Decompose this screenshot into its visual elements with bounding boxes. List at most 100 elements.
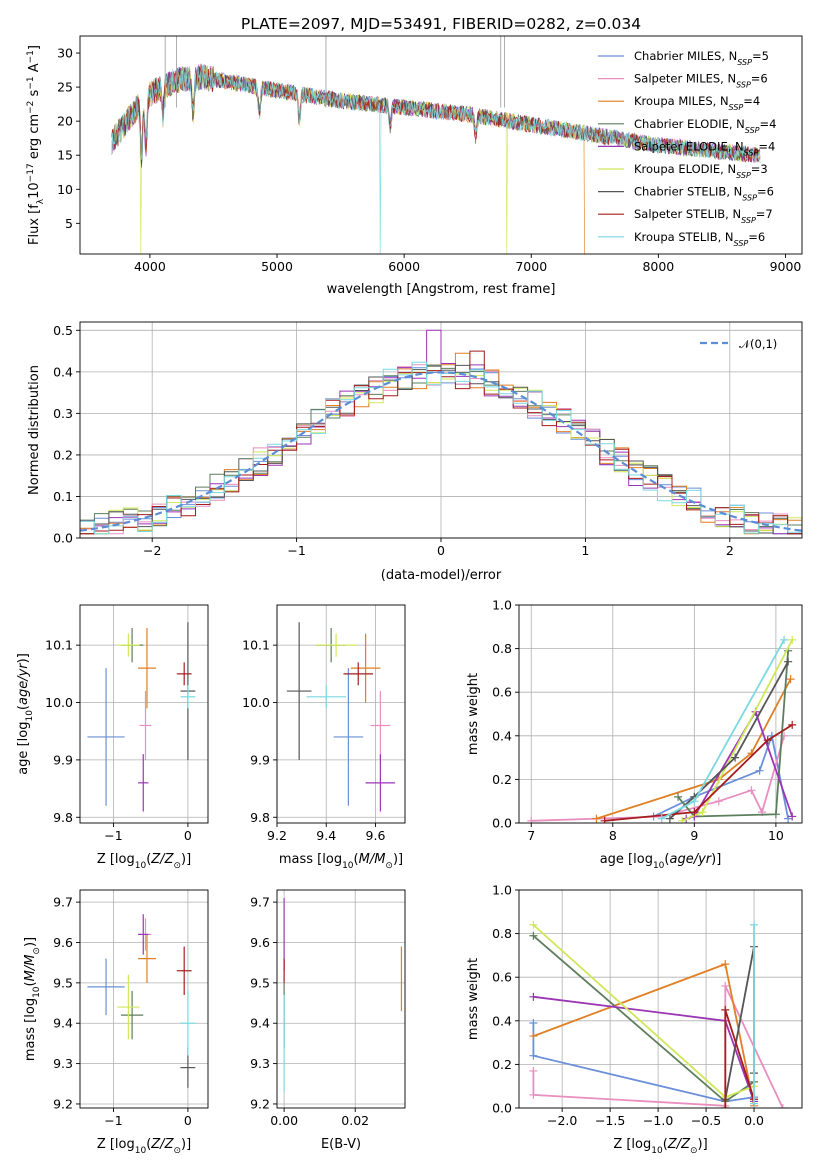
axes-frame (79, 889, 209, 1109)
x-tick-label: 9.2 (267, 828, 287, 843)
figure-title: PLATE=2097, MJD=53491, FIBERID=0282, z=0… (241, 15, 641, 33)
weight-point-marker (657, 814, 666, 823)
y-axis-label: Normed distribution (27, 365, 42, 495)
weight-point-marker (529, 992, 538, 1001)
weight-series-line (596, 678, 792, 820)
weight-point-marker (721, 960, 730, 969)
x-axis-label: Z [log10(Z/Z⊙)] (97, 1137, 191, 1156)
histogram-series (80, 361, 802, 535)
y-tick-label: 0.4 (53, 364, 73, 379)
weight-series-line (533, 962, 755, 1106)
axes-frame (79, 35, 803, 255)
weight-point-marker (784, 814, 793, 823)
y-axis-label: mass weight (466, 673, 481, 755)
y-tick-label: 9.7 (250, 895, 270, 910)
weight-point-marker (786, 675, 795, 684)
x-axis-label: age [log10(age/yr)] (600, 852, 722, 871)
weight-point-marker (714, 797, 723, 806)
mass_vs_Z-marks (87, 914, 196, 1088)
spectrum-series (111, 64, 761, 254)
errorbar-point (316, 633, 356, 657)
weight-point-marker (788, 812, 797, 821)
x-tick-label: 6000 (388, 259, 420, 274)
errorbar-point (365, 754, 396, 812)
weight_vs_Z-panel: −2.0 −1.5 −1.0 −0.5 0.0 0.0 0.2 0.4 0.6 0.8 1.0 Z [… (466, 883, 803, 1156)
weight-point-marker (780, 635, 789, 644)
errorbar-point (120, 990, 144, 1040)
axes-frame (518, 889, 803, 1109)
y-tick-label: 5 (65, 216, 73, 231)
weight-point-marker (778, 1104, 787, 1108)
x-tick-label: 7000 (515, 259, 547, 274)
weight-point-marker (750, 920, 759, 929)
weight-point-marker (690, 797, 699, 806)
weight-point-marker (674, 792, 683, 801)
axes-frame (276, 604, 406, 824)
legend-label: Salpeter STELIB, NSSP=7 (634, 207, 773, 225)
y-tick-label: 9.4 (250, 1016, 270, 1031)
x-tick-label: 7 (527, 828, 535, 843)
x-axis-label: (data-model)/error (381, 568, 502, 583)
weight_vs_Z-marks (529, 920, 787, 1108)
x-axis-label: Z [log10(Z/Z⊙)] (97, 852, 191, 871)
weight-point-marker (592, 814, 601, 823)
y-tick-label: 0.4 (492, 1013, 512, 1028)
y-axis-label: age [log10(age/yr)] (16, 653, 35, 775)
y-axis-label: Flux [fλ10−17 erg cm−2 s−1 A−1] (26, 45, 46, 245)
weight-point-marker (788, 635, 797, 644)
y-tick-label: 1.0 (492, 598, 512, 613)
mass_vs_ebv-marks (283, 898, 403, 1092)
y-tick-label: 10.0 (242, 695, 270, 710)
legend-label: Salpeter ELODIE, NSSP=4 (634, 139, 775, 157)
weight-series-line (533, 995, 755, 1102)
legend-label: Kroupa STELIB, NSSP=6 (634, 230, 765, 248)
x-tick-label: −1 (287, 543, 305, 558)
errorbar-point (306, 685, 346, 709)
weight-point-marker (529, 1018, 538, 1027)
weight_vs_age-marks (527, 635, 797, 823)
weight-point-marker (529, 1032, 538, 1041)
x-tick-label: 0.00 (270, 1113, 298, 1128)
y-tick-label: 0.6 (492, 970, 512, 985)
weight_vs_age-panel: 7 8 9 10 0.0 0.2 0.4 0.6 0.8 1.0 age [log10(age/yr… (466, 598, 803, 871)
weight-point-marker (678, 816, 687, 823)
errorbar-point (180, 685, 196, 709)
legend: Chabrier MILES, NSSP=5 Salpeter MILES, NS… (598, 49, 776, 247)
axes-frame (79, 604, 209, 824)
weight-point-marker (690, 808, 699, 817)
errorbar-point (117, 633, 140, 657)
y-tick-label: 0.0 (492, 816, 512, 831)
legend-label: Kroupa MILES, NSSP=4 (634, 94, 760, 112)
errorbar-point (333, 668, 364, 806)
errorbar-point (138, 914, 149, 955)
x-tick-label: −2.0 (547, 1113, 577, 1128)
spectrum-lines (111, 36, 761, 254)
axes-frame (518, 604, 803, 824)
x-tick-label: 0 (184, 828, 192, 843)
weight-series-line (531, 735, 785, 822)
y-tick-label: 9.6 (250, 935, 270, 950)
errorbar-point (180, 990, 196, 1056)
x-tick-label: −1 (104, 1113, 122, 1128)
age_vs_Z-panel: −1 0 9.8 9.9 10.0 10.1 Z [log10(Z/Z⊙)] age [log… (16, 604, 209, 871)
y-tick-label: 20 (57, 114, 73, 129)
errorbar-point (343, 662, 373, 686)
x-tick-label: 2 (726, 543, 734, 558)
y-tick-label: 0.6 (492, 685, 512, 700)
x-axis-label: E(B-V) (321, 1137, 361, 1152)
y-tick-label: 9.9 (250, 752, 270, 767)
mass_vs_Z-panel: −1 0 9.2 9.3 9.4 9.5 9.6 9.7 Z [log10(Z/Z⊙)] mass… (23, 889, 209, 1156)
errorbar-point (138, 934, 156, 983)
mass_vs_ebv-panel: 0.00 0.02 9.2 9.3 9.4 9.5 9.6 9.7 E(B-V) (250, 889, 406, 1152)
errorbar-point (139, 691, 152, 760)
y-tick-label: 0.8 (492, 926, 512, 941)
legend-label-normal: 𝒩(0,1) (739, 337, 777, 351)
weight-point-marker (527, 816, 536, 823)
weight-point-marker (750, 1099, 759, 1108)
x-tick-label: 9.4 (316, 828, 336, 843)
y-tick-label: 0.3 (53, 406, 73, 421)
weight-point-marker (529, 931, 538, 940)
x-tick-label: 8000 (642, 259, 674, 274)
axes-frame (276, 889, 406, 1109)
